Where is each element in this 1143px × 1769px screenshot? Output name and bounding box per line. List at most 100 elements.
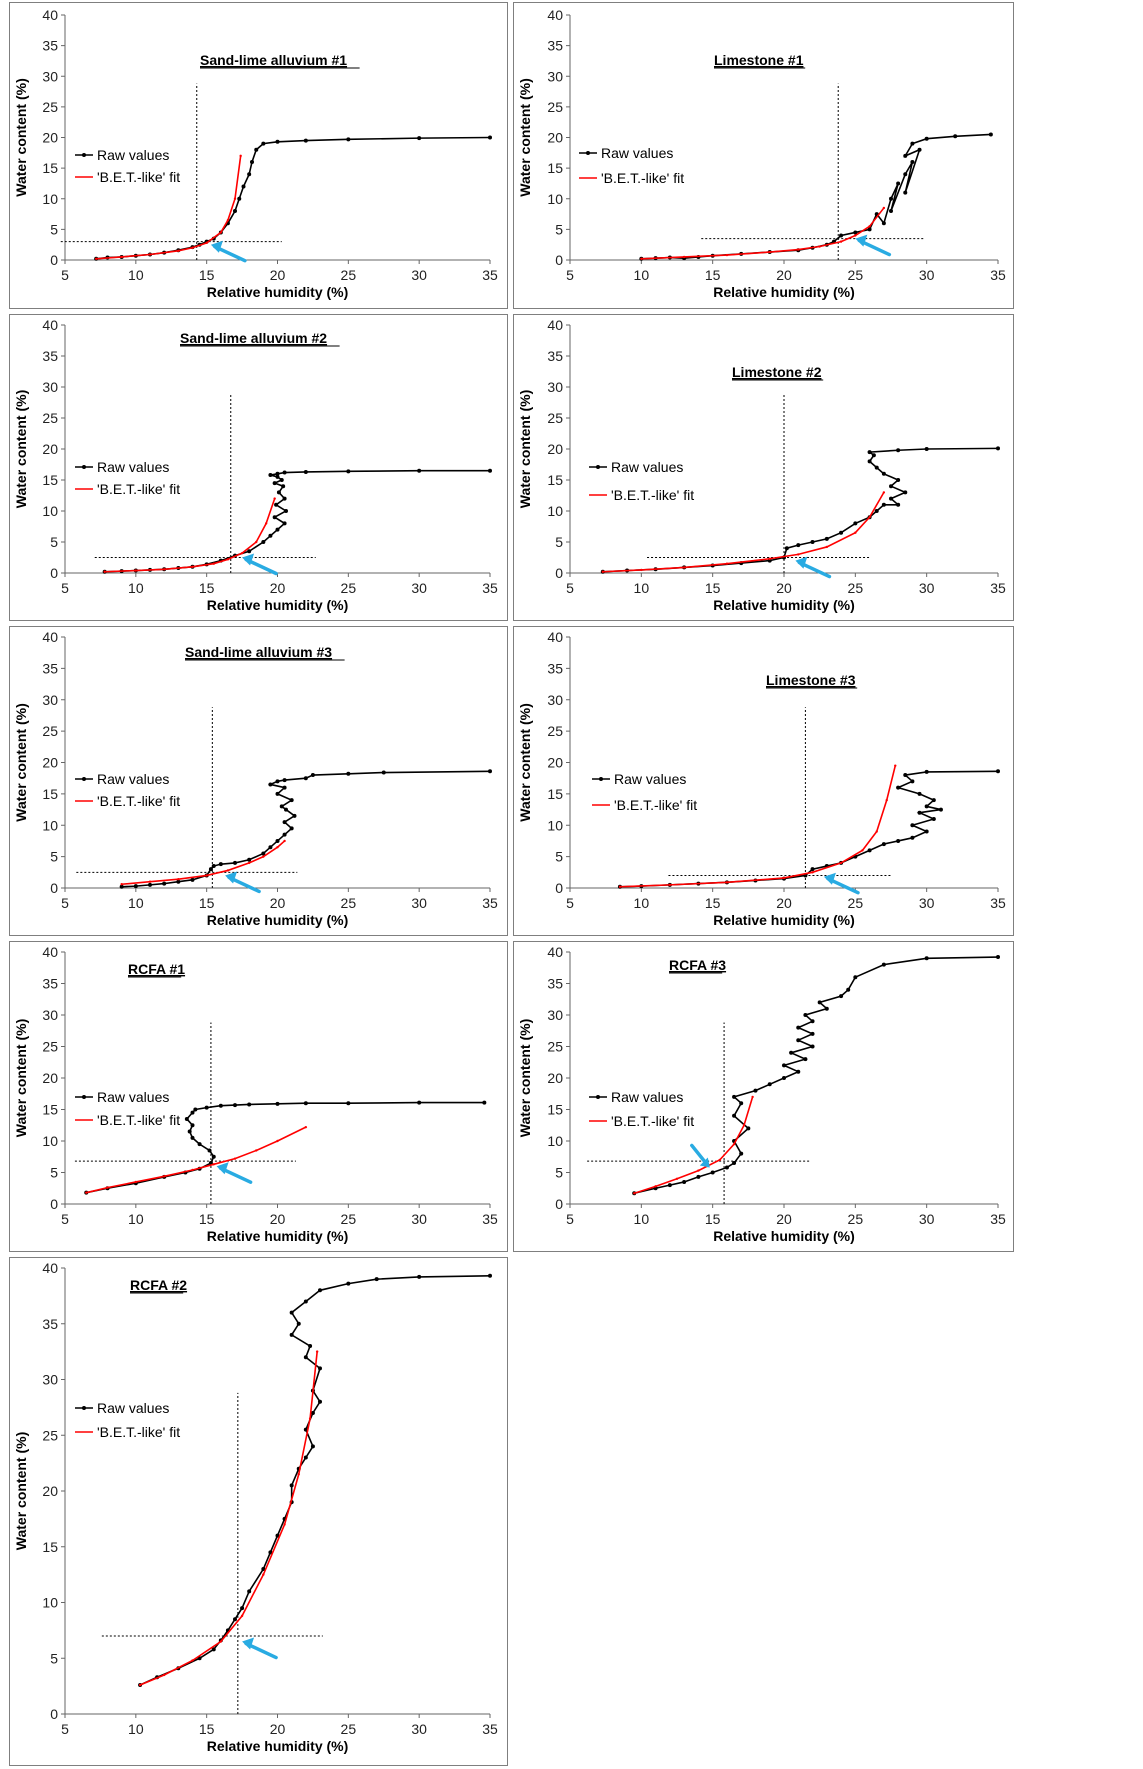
raw-values-point	[739, 1101, 744, 1106]
bet-fit-point	[247, 861, 251, 865]
y-tick-label: 5	[50, 534, 58, 550]
raw-values-point	[282, 785, 287, 790]
inflection-arrow-head	[242, 553, 255, 566]
raw-values-point	[782, 1076, 786, 1080]
y-tick-label: 35	[547, 348, 563, 364]
bet-fit-point	[682, 255, 686, 259]
raw-values-point	[784, 546, 789, 551]
x-tick-label: 5	[61, 580, 69, 596]
bet-fit-point	[255, 1149, 258, 1152]
bet-fit-point	[654, 1185, 657, 1188]
raw-values-point	[796, 543, 801, 548]
y-tick-label: 15	[42, 1102, 58, 1118]
raw-values-point	[233, 209, 237, 213]
y-tick-label: 0	[555, 565, 563, 581]
y-tick-label: 20	[547, 441, 563, 457]
bet-fit-point	[177, 249, 180, 253]
x-tick-label: 10	[128, 1721, 144, 1737]
y-tick-label: 30	[42, 1372, 58, 1388]
raw-values-point	[282, 778, 287, 783]
bet-fit-point	[120, 255, 123, 259]
bet-fit-point	[177, 878, 180, 881]
chart-panel-rcfa-1: 0 5 10 15 20 25 30 35 40 5 10 15 20 25 30 35 Relative hu…	[9, 941, 508, 1252]
raw-values-point	[488, 769, 492, 774]
raw-values-point	[924, 136, 929, 141]
raw-values-point	[881, 221, 886, 226]
raw-values-point	[889, 209, 893, 213]
x-axis-label: Relative humidity (%)	[713, 284, 855, 300]
raw-values-point	[208, 867, 213, 872]
bet-fit-point	[219, 231, 223, 234]
bet-fit-line	[602, 492, 885, 573]
chart-title: RCFA #1	[128, 961, 185, 977]
raw-values-point	[303, 138, 308, 143]
legend-raw-marker	[586, 151, 590, 155]
legend-raw-marker	[596, 1095, 600, 1099]
raw-values-point	[184, 1116, 189, 1121]
raw-values-point	[284, 509, 288, 513]
x-tick-label: 5	[61, 1211, 69, 1227]
y-tick-label: 5	[50, 849, 58, 865]
raw-values-point	[938, 807, 943, 812]
y-tick-label: 20	[547, 130, 563, 146]
bet-fit-point	[861, 849, 864, 852]
raw-values-line	[634, 956, 999, 1195]
legend-fit-label: 'B.E.T.-like' fit	[614, 797, 697, 813]
raw-values-point	[896, 181, 901, 186]
raw-values-point	[796, 1025, 801, 1030]
raw-values-point	[275, 1533, 280, 1538]
y-axis-label: Water content (%)	[13, 78, 29, 196]
raw-values-point	[233, 860, 237, 865]
raw-values-point	[839, 233, 844, 238]
raw-values-point	[275, 1101, 280, 1106]
raw-values-point	[889, 496, 893, 501]
inflection-arrow-head	[823, 872, 836, 885]
chart-panel-limestone-2: 0 5 10 15 20 25 30 35 40 5 10 15 20 25 30 35 Relative hu…	[513, 314, 1014, 621]
raw-values-point	[218, 1103, 223, 1108]
raw-values-point	[204, 1105, 209, 1110]
raw-values-point	[896, 478, 901, 482]
raw-values-point	[282, 521, 287, 526]
raw-values-point	[272, 515, 277, 520]
chart-panel-sand-lime-3: 0 5 10 15 20 25 30 35 40 5 10 15 20 25 30 35 Relative hu…	[9, 626, 508, 936]
raw-values-point	[910, 779, 915, 784]
y-tick-label: 20	[42, 1070, 58, 1086]
x-tick-label: 10	[634, 1211, 650, 1227]
raw-values-point	[881, 471, 886, 476]
raw-values-point	[696, 1174, 701, 1179]
bet-fit-point	[264, 522, 268, 525]
y-tick-label: 30	[42, 68, 58, 84]
legend-fit-label: 'B.E.T.-like' fit	[601, 170, 684, 186]
x-tick-label: 20	[270, 267, 286, 283]
x-axis-label: Relative humidity (%)	[207, 912, 349, 928]
raw-values-point	[374, 1277, 379, 1282]
bet-fit-point	[601, 570, 605, 573]
raw-values-point	[268, 782, 273, 787]
x-tick-label: 20	[270, 580, 286, 596]
raw-values-point	[275, 527, 280, 532]
y-tick-label: 15	[547, 786, 563, 802]
raw-values-point	[247, 172, 252, 177]
raw-values-point	[824, 536, 829, 541]
raw-values-point	[261, 540, 266, 544]
raw-values-point	[233, 1103, 237, 1108]
x-tick-label: 25	[341, 580, 357, 596]
bet-fit-point	[276, 1139, 279, 1143]
bet-fit-point	[868, 225, 871, 228]
raw-values-point	[881, 502, 886, 507]
x-tick-label: 35	[482, 267, 498, 283]
legend-raw-label: Raw values	[601, 145, 673, 161]
x-tick-label: 10	[128, 895, 144, 911]
raw-values-point	[867, 227, 872, 232]
raw-values-point	[268, 1550, 273, 1555]
bet-fit-point	[226, 218, 230, 222]
bet-fit-point	[697, 1169, 700, 1172]
x-tick-label: 15	[199, 1721, 215, 1737]
raw-values-point	[996, 769, 1000, 774]
y-tick-label: 15	[42, 160, 58, 176]
legend-fit-label: 'B.E.T.-like' fit	[97, 1112, 180, 1128]
raw-values-point	[924, 956, 929, 961]
raw-values-point	[310, 1410, 315, 1415]
